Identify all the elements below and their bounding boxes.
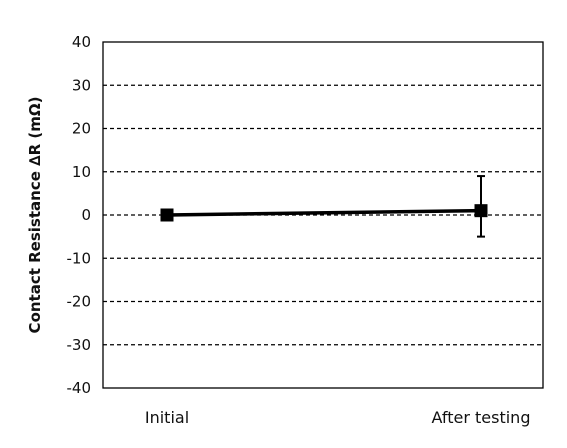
data-point-marker bbox=[160, 208, 174, 222]
plot-area-frame bbox=[102, 41, 544, 389]
y-tick-label: 10 bbox=[72, 163, 91, 181]
y-axis-ticks: 40 30 20 10 0 -10 -20 -30 -40 bbox=[67, 33, 92, 397]
series bbox=[160, 175, 488, 238]
y-tick-label: 30 bbox=[72, 76, 91, 94]
y-tick-label: 20 bbox=[72, 120, 91, 138]
y-tick-label: 40 bbox=[72, 33, 91, 51]
x-category-label: Initial bbox=[145, 408, 189, 427]
y-tick-label: 0 bbox=[81, 206, 91, 224]
y-axis-title: Contact Resistance ∆R (mΩ) bbox=[26, 97, 44, 334]
x-category-label: After testing bbox=[432, 408, 531, 427]
y-tick-label: -10 bbox=[67, 249, 92, 267]
y-tick-label: -40 bbox=[67, 379, 92, 397]
data-point-marker bbox=[474, 204, 488, 218]
y-tick-label: -30 bbox=[67, 336, 92, 354]
y-tick-label: -20 bbox=[67, 293, 92, 311]
x-axis-categories: Initial After testing bbox=[145, 408, 531, 427]
series-line bbox=[166, 208, 482, 217]
